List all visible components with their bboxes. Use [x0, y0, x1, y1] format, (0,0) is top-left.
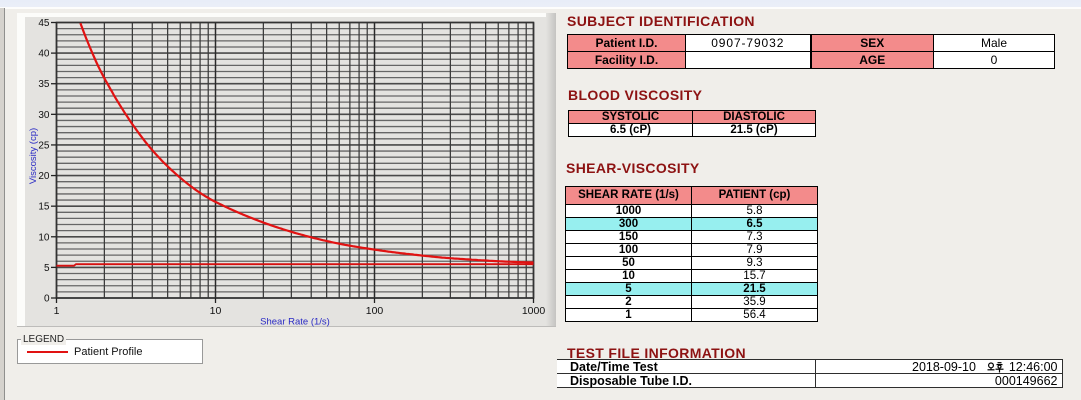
svg-text:15: 15 [38, 202, 50, 213]
svg-text:1: 1 [54, 305, 60, 317]
svg-text:40: 40 [38, 49, 50, 60]
svg-text:100: 100 [366, 305, 384, 317]
svg-text:25: 25 [38, 140, 50, 151]
svg-text:Shear Rate (1/s): Shear Rate (1/s) [260, 317, 330, 328]
svg-text:1000: 1000 [522, 305, 546, 317]
svg-text:Viscosity (cp): Viscosity (cp) [28, 128, 39, 184]
svg-text:20: 20 [38, 171, 50, 182]
svg-text:10: 10 [38, 232, 50, 243]
svg-text:35: 35 [38, 79, 50, 90]
svg-text:5: 5 [44, 263, 50, 274]
svg-text:0: 0 [44, 294, 50, 305]
svg-text:10: 10 [210, 305, 222, 317]
svg-text:30: 30 [38, 110, 50, 121]
svg-text:45: 45 [38, 18, 50, 29]
